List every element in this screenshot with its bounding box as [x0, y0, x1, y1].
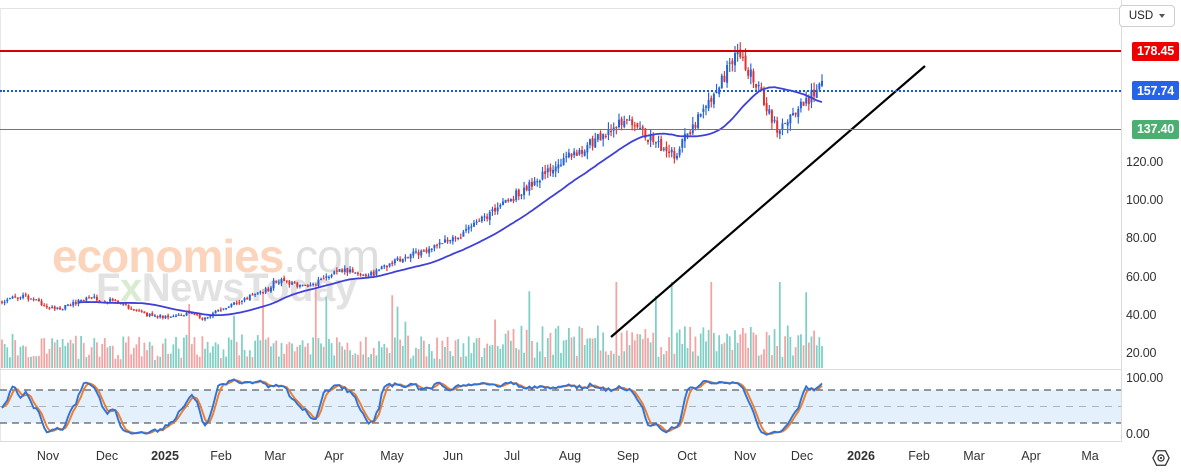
price-tick-label: 60.00: [1126, 269, 1157, 284]
time-tick-label: Mar: [264, 449, 286, 463]
time-tick-label: Nov: [36, 449, 60, 463]
price-tick-label: 20.00: [1126, 346, 1157, 360]
time-tick-label: May: [380, 449, 404, 463]
stochastic-tick-label: 0.00: [1126, 427, 1150, 441]
time-tick-label: Oct: [677, 449, 697, 463]
time-tick-label: 2026: [847, 449, 875, 463]
time-tick-label: 2025: [151, 449, 179, 463]
volume-bars: [1, 282, 823, 368]
time-tick-label: Feb: [210, 449, 232, 463]
time-tick-label: Jul: [504, 449, 520, 463]
candlestick-series: [1, 42, 823, 322]
price-tick-label: 100.00: [1126, 193, 1164, 208]
price-panel-top-border: [0, 8, 1121, 9]
hexagon-settings-icon[interactable]: [1152, 449, 1170, 467]
reference-line-pivot: [0, 89, 1121, 92]
time-tick-label: Feb: [908, 449, 930, 463]
stochastic-tick-label: 100.00: [1126, 371, 1164, 385]
time-tick-label: Apr: [324, 449, 344, 463]
chevron-down-icon: [1159, 14, 1166, 18]
price-tick-label: 80.00: [1126, 231, 1157, 246]
time-tick-label: Ma: [1081, 449, 1099, 463]
time-tick-label: Dec: [95, 449, 119, 463]
price-tick-label: 40.00: [1126, 307, 1157, 322]
currency-select-value: USD: [1128, 10, 1154, 22]
price-tick-label: 120.00: [1126, 154, 1164, 169]
panel-divider: [0, 369, 1121, 370]
time-tick-label: Nov: [733, 449, 757, 463]
reference-line-support: [0, 128, 1121, 131]
time-tick-label: Sep: [616, 449, 640, 463]
stochastic-panel-bottom-border: [0, 441, 1121, 442]
reference-line-resistance: [0, 50, 1121, 52]
time-tick-label: Jun: [442, 449, 464, 463]
price-badge-pivot[interactable]: 157.74: [1132, 81, 1180, 101]
plot-left-edge: [0, 8, 1, 442]
stochastic-oscillator: [0, 378, 1121, 436]
time-tick-label: Apr: [1021, 449, 1041, 463]
time-tick-label: Mar: [963, 449, 985, 463]
price-badge-resistance[interactable]: 178.45: [1132, 41, 1180, 61]
moving-average-line: [78, 86, 823, 317]
price-axis-separator: [1121, 0, 1122, 442]
time-tick-label: Aug: [558, 449, 582, 463]
currency-select[interactable]: USD: [1119, 5, 1175, 27]
time-tick-label: Dec: [790, 449, 814, 463]
price-badge-support[interactable]: 137.40: [1132, 119, 1180, 139]
stochastic-k-line: [1, 378, 823, 436]
trendline[interactable]: [610, 65, 926, 338]
